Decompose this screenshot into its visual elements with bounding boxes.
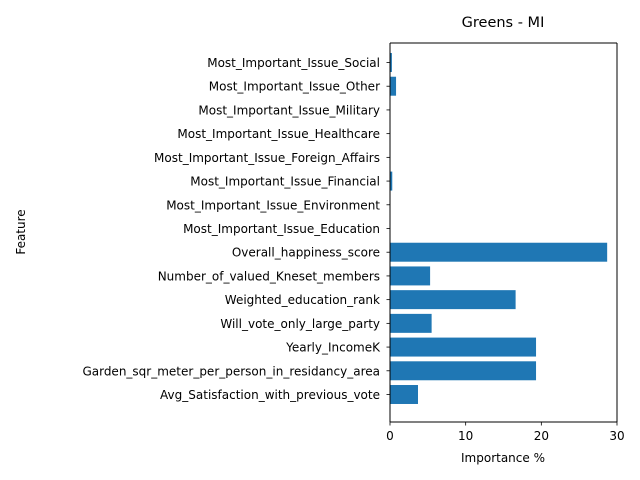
bar-most-important-issue-social bbox=[390, 53, 392, 72]
x-tick-label: 20 bbox=[534, 429, 549, 443]
y-tick-label: Most_Important_Issue_Financial bbox=[190, 175, 380, 189]
x-tick-label: 0 bbox=[386, 429, 394, 443]
y-tick-label: Most_Important_Issue_Foreign_Affairs bbox=[154, 151, 380, 165]
bar-will-vote-only-large-party bbox=[390, 313, 432, 333]
bar-yearly-incomek bbox=[390, 337, 537, 357]
x-tick-label: 30 bbox=[609, 429, 624, 443]
y-tick-label: Most_Important_Issue_Healthcare bbox=[177, 127, 380, 141]
y-tick-label: Garden_sqr_meter_per_person_in_residancy… bbox=[82, 364, 380, 378]
bar-number-of-valued-kneset-members bbox=[390, 266, 431, 286]
bar-most-important-issue-financial bbox=[390, 171, 393, 191]
y-tick-label: Weighted_education_rank bbox=[225, 293, 380, 307]
bars-group bbox=[390, 53, 608, 404]
y-tick-label: Most_Important_Issue_Environment bbox=[166, 198, 380, 212]
bar-most-important-issue-other bbox=[390, 76, 397, 96]
x-tick-label: 10 bbox=[458, 429, 473, 443]
y-tick-label: Number_of_valued_Kneset_members bbox=[158, 269, 380, 283]
axes-frame bbox=[389, 42, 618, 423]
y-tick-label: Will_vote_only_large_party bbox=[220, 317, 380, 331]
y-tick-label: Most_Important_Issue_Military bbox=[198, 103, 380, 117]
y-axis-label: Feature bbox=[14, 209, 28, 254]
y-tick-group: Avg_Satisfaction_with_previous_vote Garde… bbox=[82, 56, 390, 402]
y-tick-label: Most_Important_Issue_Social bbox=[207, 56, 380, 70]
y-tick-label: Avg_Satisfaction_with_previous_vote bbox=[160, 388, 380, 402]
chart-title: Greens - MI bbox=[462, 15, 545, 31]
bar-weighted-education-rank bbox=[390, 290, 516, 310]
y-tick-label: Overall_happiness_score bbox=[232, 246, 380, 260]
y-tick-label: Most_Important_Issue_Other bbox=[209, 80, 380, 94]
y-tick-label: Yearly_IncomeK bbox=[285, 341, 381, 355]
bar-garden-sqr-meter-per-person-in-residancy-area bbox=[390, 361, 537, 381]
x-axis-label: Importance % bbox=[461, 451, 545, 465]
x-tick-group: 0 10 20 30 bbox=[386, 422, 625, 443]
y-tick-label: Most_Important_Issue_Education bbox=[183, 222, 380, 236]
bar-avg-satisfaction-with-previous-vote bbox=[390, 385, 418, 404]
bar-overall-happiness-score bbox=[390, 242, 608, 262]
